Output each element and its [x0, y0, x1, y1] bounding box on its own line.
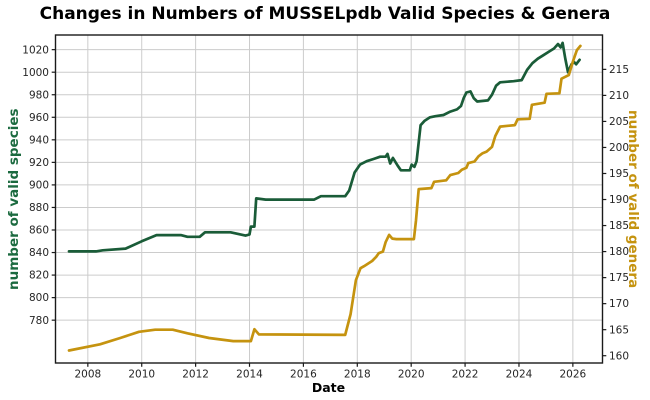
left-tick-label: 800 [29, 292, 49, 304]
left-tick-label: 1020 [22, 44, 49, 56]
right-tick-label: 180 [609, 246, 629, 258]
right-tick-label: 185 [609, 220, 629, 232]
genera-line [67, 44, 582, 352]
right-tick-label: 200 [609, 142, 629, 154]
x-tick-label: 2018 [344, 369, 371, 381]
left-tick-label: 780 [29, 315, 49, 327]
left-tick-label: 940 [29, 134, 49, 146]
right-tick-label: 195 [609, 168, 629, 180]
plot-frame [54, 34, 604, 364]
species-line [67, 41, 581, 253]
left-tick-label: 860 [29, 225, 49, 237]
x-tick-label: 2024 [506, 369, 533, 381]
x-axis-label: Date [311, 380, 346, 395]
right-tick-label: 190 [609, 194, 629, 206]
left-tick-label: 900 [29, 180, 49, 192]
right-tick-label: 170 [609, 298, 629, 310]
left-tick-label: 920 [29, 157, 49, 169]
left-tick-label: 980 [29, 89, 49, 101]
right-tick-label: 210 [609, 90, 629, 102]
x-tick-label: 2026 [559, 369, 586, 381]
x-tick-label: 2020 [398, 369, 425, 381]
right-tick-label: 215 [609, 64, 629, 76]
right-tick-label: 160 [609, 350, 629, 362]
left-tick-label: 1000 [22, 67, 49, 79]
x-tick-label: 2016 [290, 369, 317, 381]
left-tick-label: 960 [29, 112, 49, 124]
left-tick-label: 840 [29, 247, 49, 259]
chart-title: Changes in Numbers of MUSSELpdb Valid Sp… [39, 4, 611, 24]
x-tick-label: 2008 [74, 369, 101, 381]
right-axis-label: number of valid genera [625, 109, 641, 289]
x-tick-label: 2010 [128, 369, 155, 381]
left-axis-label: number of valid species [6, 108, 22, 290]
right-tick-label: 205 [609, 116, 629, 128]
right-tick-label: 165 [609, 324, 629, 336]
x-tick-label: 2022 [452, 369, 479, 381]
x-tick-label: 2014 [236, 369, 263, 381]
x-tick-label: 2012 [182, 369, 209, 381]
right-tick-label: 175 [609, 272, 629, 284]
left-tick-label: 820 [29, 270, 49, 282]
left-tick-label: 880 [29, 202, 49, 214]
